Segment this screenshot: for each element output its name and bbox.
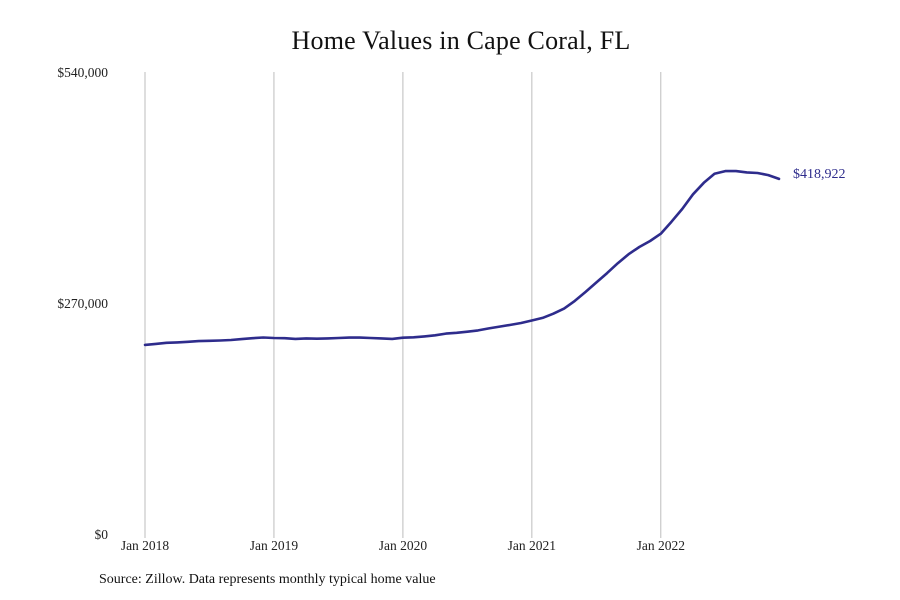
y-tick-label: $540,000 — [57, 65, 108, 80]
vertical-gridlines — [144, 72, 662, 538]
y-tick-label: $0 — [95, 527, 109, 542]
source-note: Source: Zillow. Data represents monthly … — [99, 572, 436, 587]
home-value-series-line — [143, 169, 781, 347]
x-tick-label: Jan 2018 — [121, 538, 170, 553]
chart-title: Home Values in Cape Coral, FL — [291, 26, 631, 55]
last-value-label: $418,922 — [793, 167, 846, 182]
y-axis-tick-labels: $0 $270,000 $540,000 — [57, 65, 108, 542]
x-tick-label: Jan 2021 — [508, 538, 556, 553]
x-tick-label: Jan 2022 — [637, 538, 685, 553]
x-tick-label: Jan 2020 — [379, 538, 428, 553]
y-tick-label: $270,000 — [57, 296, 108, 311]
x-axis-tick-labels: Jan 2018 Jan 2019 Jan 2020 Jan 2021 Jan 2022 — [121, 538, 685, 553]
x-tick-label: Jan 2019 — [250, 538, 299, 553]
